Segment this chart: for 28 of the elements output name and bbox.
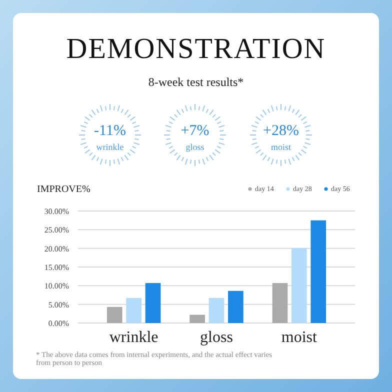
bar	[126, 298, 142, 323]
bar	[272, 283, 288, 323]
bar	[228, 290, 244, 323]
x-tick-label: gloss	[200, 329, 233, 346]
text: +28%	[263, 123, 299, 139]
chart-title: DEMONSTRATION	[66, 33, 326, 65]
y-axis-title: IMPROVE%	[37, 184, 90, 195]
bar	[190, 314, 205, 323]
bar	[106, 306, 122, 323]
y-tick-label: 0.00%	[48, 319, 70, 328]
text: -11%	[94, 123, 126, 139]
y-tick-label: 15.00%	[44, 263, 70, 272]
text: gloss	[186, 142, 205, 152]
text: moist	[270, 142, 292, 152]
chart-subtitle: 8-week test results*	[148, 75, 244, 89]
y-tick-label: 10.00%	[44, 282, 70, 291]
y-tick-label: 20.00%	[44, 244, 70, 254]
y-tick-label: 30.00%	[44, 207, 70, 216]
y-tick-label: 25.00%	[44, 226, 70, 235]
bar	[208, 298, 224, 323]
bar	[145, 283, 161, 323]
text: wrinkle	[96, 142, 124, 152]
bar	[292, 248, 307, 323]
text: +7%	[180, 123, 210, 139]
x-tick-label: moist	[281, 329, 318, 346]
x-tick-label: wrinkle	[109, 329, 158, 346]
y-tick-label: 5.00%	[48, 300, 70, 310]
bar	[310, 220, 326, 323]
